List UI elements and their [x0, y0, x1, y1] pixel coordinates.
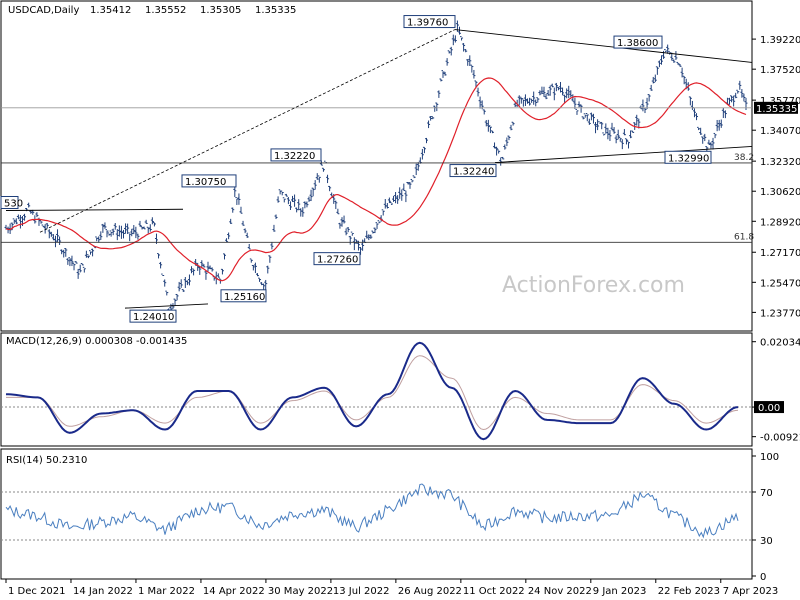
- x-tick-label: 9 Jan 2023: [593, 586, 647, 597]
- macd-zero-label: 0.00: [758, 403, 780, 414]
- macd-panel-frame: [0, 332, 753, 447]
- rsi-y-tick-label: 30: [760, 536, 773, 547]
- x-tick-label: 14 Apr 2022: [203, 586, 265, 597]
- x-tick-label: 1 Mar 2022: [138, 586, 195, 597]
- x-tick-label: 24 Nov 2022: [528, 586, 592, 597]
- x-tick-label: 1 Dec 2021: [8, 586, 66, 597]
- x-tick-label: 7 Apr 2023: [723, 586, 778, 597]
- price-annotation-box: [0, 195, 19, 209]
- x-tick-label: 13 Jul 2022: [333, 586, 390, 597]
- price-annotation-box: [181, 174, 237, 188]
- x-tick-label: 22 Feb 2023: [658, 586, 720, 597]
- rsi-line: [5, 483, 739, 539]
- x-tick-label: 11 Oct 2022: [463, 586, 525, 597]
- price-y-tick-label: 1.30620: [760, 187, 800, 198]
- price-y-tick-label: 1.23770: [760, 308, 800, 319]
- price-panel-frame: [0, 0, 753, 332]
- price-annotation-label: 1.24010: [133, 312, 174, 323]
- macd-line: [5, 341, 739, 441]
- price-annotation-box: [403, 15, 456, 29]
- lower-trendline: [494, 146, 753, 164]
- price-annotation-label: 1.39760: [407, 18, 448, 29]
- price-annotation-label: 1.27260: [317, 255, 358, 266]
- left-support-line: [124, 303, 209, 309]
- rsi-y-tick-label: 0: [760, 572, 766, 583]
- x-tick-label: 30 May 2022: [268, 586, 333, 597]
- moving-average-line: [5, 77, 747, 282]
- macd-title: MACD(12,26,9) 0.000308 -0.001435: [6, 336, 187, 347]
- watermark: ActionForex.com: [502, 273, 685, 298]
- price-panel: USDCAD,Daily 1.35412 1.35552 1.35305 1.3…: [0, 0, 800, 332]
- price-annotation-label: 1.32240: [453, 167, 494, 178]
- macd-y-tick-label: 0.020349: [760, 338, 800, 349]
- chart-header-symbol: USDCAD,Daily: [8, 5, 79, 16]
- price-annotation-label: 1.32220: [274, 151, 315, 162]
- rsi-y-tick-label: 100: [760, 452, 779, 463]
- price-annotation-box: [613, 35, 663, 49]
- price-annotation-box: [664, 150, 712, 164]
- price-annotation-label: 1.25160: [224, 292, 265, 303]
- price-y-tick-label: 1.25470: [760, 278, 800, 289]
- x-tick-label: 26 Aug 2022: [398, 586, 462, 597]
- price-y-tick-label: 1.37520: [760, 65, 800, 76]
- chart-header-high: 1.35552: [145, 5, 186, 16]
- rsi-panel: RSI(14) 50.2310 100 70 30 0: [0, 448, 779, 583]
- left-resistance-line: [5, 208, 184, 211]
- x-tick-label: 14 Jan 2022: [73, 586, 133, 597]
- rsi-panel-frame: [0, 448, 753, 580]
- macd-zero-badge: [754, 401, 784, 414]
- rsi-title: RSI(14) 50.2310: [6, 455, 87, 466]
- upper-trendline: [454, 29, 753, 63]
- price-annotation-box: [313, 252, 361, 266]
- price-annotation-label: 1.32990: [668, 153, 709, 164]
- dashed-trendline: [39, 29, 456, 233]
- macd-panel: MACD(12,26,9) 0.000308 -0.001435 0.02034…: [0, 332, 800, 447]
- price-y-tick-label: 1.35770: [760, 96, 800, 107]
- price-y-tick-label: 1.28920: [760, 217, 800, 228]
- current-price-badge: [754, 101, 798, 114]
- price-annotation-label: 1.30750: [185, 177, 226, 188]
- price-y-tick-label: 1.32320: [760, 157, 800, 168]
- price-annotation-box: [129, 309, 177, 323]
- macd-y-tick-label: -0.009215: [760, 433, 800, 444]
- price-annotation-box: [220, 289, 267, 303]
- price-annotation-box: [449, 164, 497, 178]
- rsi-y-tick-label: 70: [760, 488, 773, 499]
- price-y-tick-label: 1.34070: [760, 126, 800, 137]
- price-annotation-box: [270, 148, 322, 162]
- chart-header-open: 1.35412: [90, 5, 131, 16]
- fib-level-label: 38.2: [734, 153, 754, 163]
- price-y-tick-label: 1.27170: [760, 248, 800, 259]
- fib-level-label: 61.8: [734, 232, 754, 242]
- price-annotation-label: 530: [4, 198, 23, 209]
- price-annotation-label: 1.38600: [617, 38, 658, 49]
- price-y-tick-label: 1.39220: [760, 35, 800, 46]
- chart-header-low: 1.35305: [200, 5, 241, 16]
- current-price-label: 1.35335: [756, 104, 797, 115]
- chart-header-close: 1.35335: [255, 5, 296, 16]
